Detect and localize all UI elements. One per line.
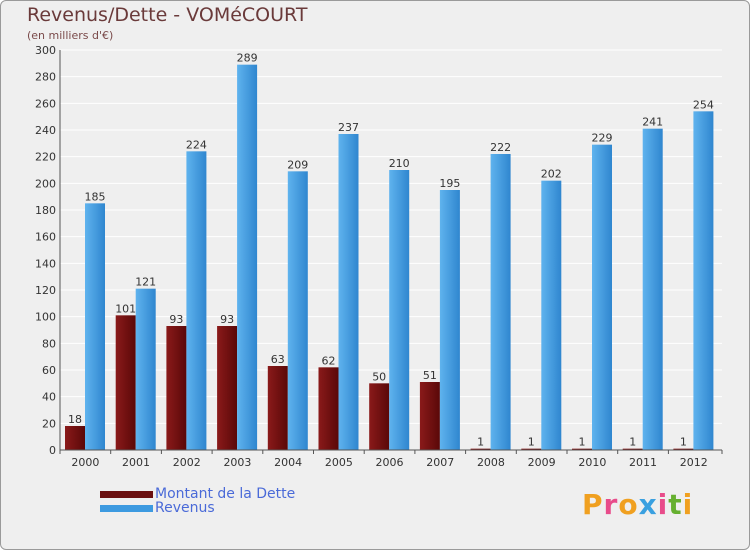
x-tick-label: 2010 — [578, 456, 606, 469]
data-label-debt: 62 — [322, 354, 336, 367]
y-tick-label: 280 — [35, 71, 56, 84]
data-label-revenue: 254 — [693, 98, 714, 111]
x-tick-label: 2000 — [71, 456, 99, 469]
legend-item-revenue: Revenus — [100, 500, 215, 516]
bar-debt — [572, 448, 592, 450]
data-label-revenue: 195 — [439, 177, 460, 190]
x-tick-label: 2007 — [426, 456, 454, 469]
data-label-debt: 18 — [68, 413, 82, 426]
x-tick-label: 2011 — [629, 456, 657, 469]
bar-revenue — [541, 180, 562, 450]
y-tick-label: 200 — [35, 177, 56, 190]
bar-revenue — [287, 171, 308, 451]
bar-debt — [419, 382, 440, 450]
x-tick-label: 2005 — [325, 456, 353, 469]
bar-revenue — [642, 128, 663, 450]
x-tick-label: 2001 — [122, 456, 150, 469]
data-label-revenue: 210 — [389, 157, 410, 170]
y-tick-label: 260 — [35, 97, 56, 110]
bar-debt — [65, 426, 85, 450]
data-label-debt: 1 — [680, 436, 687, 449]
y-tick-label: 100 — [35, 311, 56, 324]
data-label-revenue: 185 — [85, 190, 106, 203]
x-tick-label: 2004 — [274, 456, 302, 469]
data-label-revenue: 241 — [642, 116, 663, 129]
bar-debt — [470, 448, 491, 450]
data-label-revenue: 121 — [135, 276, 156, 289]
data-label-debt: 1 — [477, 436, 484, 449]
y-tick-label: 120 — [35, 284, 56, 297]
chart-subtitle: (en milliers d'€) — [27, 29, 114, 42]
data-label-revenue: 202 — [541, 168, 562, 181]
y-tick-label: 300 — [35, 44, 56, 57]
x-tick-label: 2006 — [376, 456, 404, 469]
bar-debt — [521, 448, 542, 450]
bar-debt — [166, 326, 187, 450]
legend-item-debt: Montant de la Dette — [100, 486, 295, 502]
y-tick-label: 140 — [35, 257, 56, 270]
y-tick-label: 0 — [49, 444, 56, 457]
chart-title: Revenus/Dette - VOMéCOURT — [27, 4, 308, 26]
y-tick-label: 20 — [42, 417, 56, 430]
data-label-debt: 101 — [115, 302, 136, 315]
legend-label-revenue: Revenus — [155, 500, 215, 516]
legend-swatch-debt — [100, 490, 153, 498]
y-tick-label: 220 — [35, 151, 56, 164]
data-label-debt: 1 — [579, 436, 586, 449]
legend-label-debt: Montant de la Dette — [155, 486, 296, 502]
bar-debt — [115, 315, 136, 450]
data-label-debt: 50 — [372, 370, 386, 383]
proxiti-logo: Proxiti — [582, 488, 694, 521]
x-tick-label: 2003 — [223, 456, 251, 469]
bar-debt — [369, 383, 390, 450]
data-label-revenue: 229 — [592, 132, 613, 145]
data-label-debt: 51 — [423, 369, 437, 382]
bar-revenue — [186, 151, 207, 451]
data-label-revenue: 222 — [490, 141, 511, 154]
bar-revenue — [135, 288, 156, 450]
data-label-revenue: 237 — [338, 121, 359, 134]
bar-revenue — [85, 203, 105, 450]
data-label-debt: 1 — [528, 436, 535, 449]
data-label-revenue: 224 — [186, 138, 207, 151]
x-tick-label: 2002 — [173, 456, 201, 469]
y-tick-label: 240 — [35, 124, 56, 137]
bar-revenue — [439, 190, 460, 450]
x-tick-label: 2008 — [477, 456, 505, 469]
y-tick-label: 80 — [42, 337, 56, 350]
data-label-debt: 63 — [271, 353, 285, 366]
y-tick-label: 180 — [35, 204, 56, 217]
x-tick-label: 2009 — [528, 456, 556, 469]
data-label-revenue: 289 — [237, 52, 258, 65]
bar-revenue — [592, 144, 612, 450]
y-tick-label: 40 — [42, 391, 56, 404]
bar-revenue — [338, 134, 359, 450]
bar-debt — [217, 326, 238, 450]
data-label-revenue: 209 — [287, 158, 308, 171]
bar-revenue — [693, 111, 714, 450]
bar-debt — [267, 366, 288, 450]
bar-debt — [622, 448, 643, 450]
bar-revenue — [490, 154, 511, 450]
y-tick-label: 60 — [42, 364, 56, 377]
bar-debt — [673, 448, 694, 450]
bar-revenue — [389, 170, 410, 450]
data-label-debt: 93 — [169, 313, 183, 326]
x-tick-label: 2012 — [680, 456, 708, 469]
data-label-debt: 1 — [629, 436, 636, 449]
y-tick-label: 160 — [35, 231, 56, 244]
bar-revenue — [237, 64, 258, 451]
bar-debt — [318, 367, 339, 450]
legend-swatch-revenue — [100, 504, 153, 512]
data-label-debt: 93 — [220, 313, 234, 326]
